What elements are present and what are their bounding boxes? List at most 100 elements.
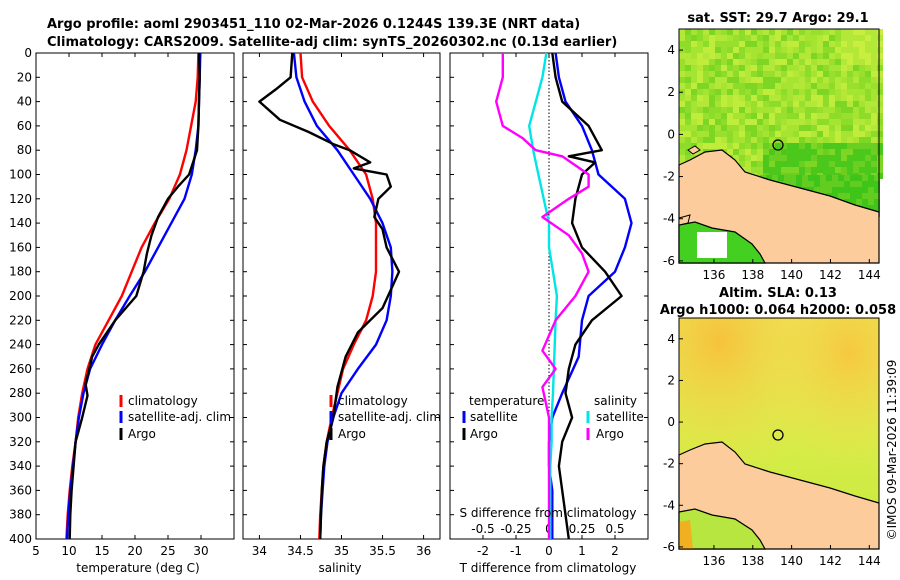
temperature-panel: 0 20 40 60 80 100 120 140 160 180 200 220 240 260 280 3… — [9, 46, 235, 558]
sst-map-frame — [678, 28, 880, 264]
sst-cell — [823, 59, 829, 65]
sst-cell — [727, 119, 733, 125]
sst-cell — [814, 187, 820, 193]
sst-cell — [835, 77, 841, 83]
sst-cell — [877, 149, 883, 155]
sst-cell — [787, 95, 793, 101]
sst-cell — [853, 107, 859, 113]
sst-cell — [757, 29, 763, 35]
sst-cell — [751, 155, 757, 161]
sst-cell — [763, 101, 769, 107]
sst-cell — [715, 65, 721, 71]
y-tick-label: 200 — [9, 289, 32, 303]
sst-cell — [703, 95, 709, 101]
sst-cell — [697, 71, 703, 77]
sst-cell — [715, 89, 721, 95]
sst-cell — [787, 77, 793, 83]
sst-cell — [817, 77, 823, 83]
sst-cell — [811, 137, 817, 143]
sst-cell — [781, 53, 787, 59]
sst-cell — [793, 149, 799, 155]
sst-cell — [703, 113, 709, 119]
sst-cell — [811, 95, 817, 101]
sst-cell — [697, 143, 703, 149]
sst-cell — [775, 41, 781, 47]
sst-cell — [871, 167, 877, 173]
sst-cell — [691, 83, 697, 89]
sst-cell — [685, 155, 691, 161]
sst-cell — [859, 41, 865, 47]
map-x-tick-label: 136 — [702, 268, 725, 282]
sst-cell — [817, 29, 823, 35]
sst-cell — [847, 149, 853, 155]
sst-cell — [769, 149, 775, 155]
sst-cell — [757, 83, 763, 89]
sst-map-missing-data — [697, 232, 727, 258]
sst-cell — [751, 101, 757, 107]
sst-cell — [859, 95, 865, 101]
sst-cell — [721, 95, 727, 101]
sst-cell — [829, 155, 835, 161]
sst-cell — [703, 35, 709, 41]
sst-cell — [709, 29, 715, 35]
sst-cell — [709, 83, 715, 89]
x-tick-label: 35 — [334, 544, 349, 558]
sst-cell — [757, 101, 763, 107]
sst-cell — [763, 83, 769, 89]
sst-cell — [841, 113, 847, 119]
map-x-tick-label: 140 — [780, 268, 803, 282]
legend-satellite-label: satellite-adj. clim — [338, 410, 441, 424]
sst-cell — [733, 53, 739, 59]
sst-cell — [847, 89, 853, 95]
sst-map-title: sat. SST: 29.7 Argo: 29.1 — [687, 11, 868, 26]
sst-cell — [859, 161, 865, 167]
sst-cell — [823, 143, 829, 149]
sst-cell — [772, 175, 778, 181]
sst-cell — [685, 119, 691, 125]
sst-cell — [865, 131, 871, 137]
sst-cell — [817, 53, 823, 59]
map-x-tick-label: 138 — [741, 554, 764, 568]
sst-cell — [865, 125, 871, 131]
sst-cell — [835, 119, 841, 125]
sst-cell — [739, 125, 745, 131]
y-tick-label: 360 — [9, 483, 32, 497]
sst-cell — [799, 95, 805, 101]
sst-cell — [763, 143, 769, 149]
sst-cell — [745, 83, 751, 89]
sst-cell — [829, 83, 835, 89]
sst-cell — [775, 47, 781, 53]
sst-cell — [775, 131, 781, 137]
sst-cell — [835, 131, 841, 137]
sst-cell — [691, 107, 697, 113]
sst-cell — [703, 65, 709, 71]
sst-cell — [751, 29, 757, 35]
sst-cell — [829, 119, 835, 125]
sst-cell — [841, 53, 847, 59]
sst-cell — [871, 41, 877, 47]
sst-cell — [859, 65, 865, 71]
sst-cell — [820, 187, 826, 193]
sst-cell — [775, 143, 781, 149]
sst-cell — [823, 149, 829, 155]
sst-cell — [745, 107, 751, 113]
sst-cell — [817, 107, 823, 113]
sst-cell — [856, 175, 862, 181]
sst-cell — [829, 41, 835, 47]
sst-cell — [685, 89, 691, 95]
sst-cell — [757, 35, 763, 41]
sst-cell — [781, 47, 787, 53]
sst-cell — [751, 149, 757, 155]
x-tick-label: 10 — [61, 544, 76, 558]
sst-cell — [859, 149, 865, 155]
sst-cell — [793, 131, 799, 137]
sst-cell — [853, 83, 859, 89]
sst-cell — [739, 35, 745, 41]
sst-cell — [763, 65, 769, 71]
sst-cell — [679, 41, 685, 47]
map-y-tick-label: -4 — [663, 212, 675, 226]
sst-cell — [811, 143, 817, 149]
sst-cell — [847, 77, 853, 83]
sst-cell — [697, 47, 703, 53]
sst-cell — [865, 137, 871, 143]
